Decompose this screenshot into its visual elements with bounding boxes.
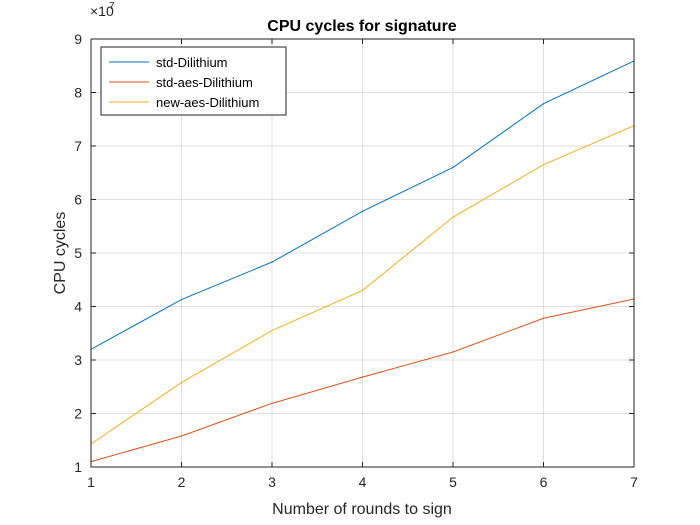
legend-box xyxy=(100,46,287,116)
y-exponent-base: ×10 xyxy=(90,3,114,19)
data-point xyxy=(271,329,273,332)
y-tick-label: 8 xyxy=(74,85,82,101)
y-tick-label: 5 xyxy=(74,245,82,261)
x-tick-label: 6 xyxy=(540,474,548,490)
data-point xyxy=(180,298,183,301)
chart-title: CPU cycles for signature xyxy=(267,18,457,35)
legend: std-Dilithium std-aes-Dilithium new-aes-Di… xyxy=(100,46,287,116)
data-point xyxy=(452,166,454,168)
tick-labels: 1 2 3 4 5 6 7 1 2 3 4 5 6 7 8 9 xyxy=(74,31,638,490)
x-axis-label: Number of rounds to sign xyxy=(272,501,452,518)
x-tick-label: 5 xyxy=(449,474,457,490)
y-axis-label: CPU cycles xyxy=(52,212,69,295)
y-tick-label: 3 xyxy=(74,352,82,368)
x-tick-label: 4 xyxy=(359,474,367,490)
y-tick-label: 6 xyxy=(74,192,82,208)
y-tick-label: 4 xyxy=(74,299,82,315)
x-tick-label: 2 xyxy=(178,474,186,490)
data-point xyxy=(180,435,183,437)
data-point xyxy=(542,317,545,319)
data-point xyxy=(452,351,454,353)
y-tick-label: 7 xyxy=(74,138,82,154)
y-tick-label: 1 xyxy=(74,459,82,475)
x-tick-label: 1 xyxy=(87,474,95,490)
x-tick-label: 3 xyxy=(268,474,276,490)
y-exponent-power: 7 xyxy=(109,1,115,12)
data-point xyxy=(542,103,545,105)
series-lines xyxy=(90,60,635,463)
legend-entry-label: std-aes-Dilithium xyxy=(156,75,253,90)
legend-entry-label: new-aes-Dilithium xyxy=(156,95,259,110)
axes xyxy=(90,38,635,468)
legend-entry-label: std-Dilithium xyxy=(156,55,228,70)
data-point xyxy=(361,376,364,378)
data-point xyxy=(271,402,273,404)
y-tick-label: 2 xyxy=(74,406,82,422)
data-point xyxy=(361,210,364,212)
y-tick-label: 9 xyxy=(74,31,82,47)
y-axis-exponent: ×10 7 xyxy=(90,1,115,19)
data-point xyxy=(361,289,364,292)
data-point xyxy=(452,216,454,218)
data-point xyxy=(180,381,183,384)
data-point xyxy=(271,261,273,263)
data-point xyxy=(542,164,545,166)
x-tick-label: 7 xyxy=(630,474,638,490)
